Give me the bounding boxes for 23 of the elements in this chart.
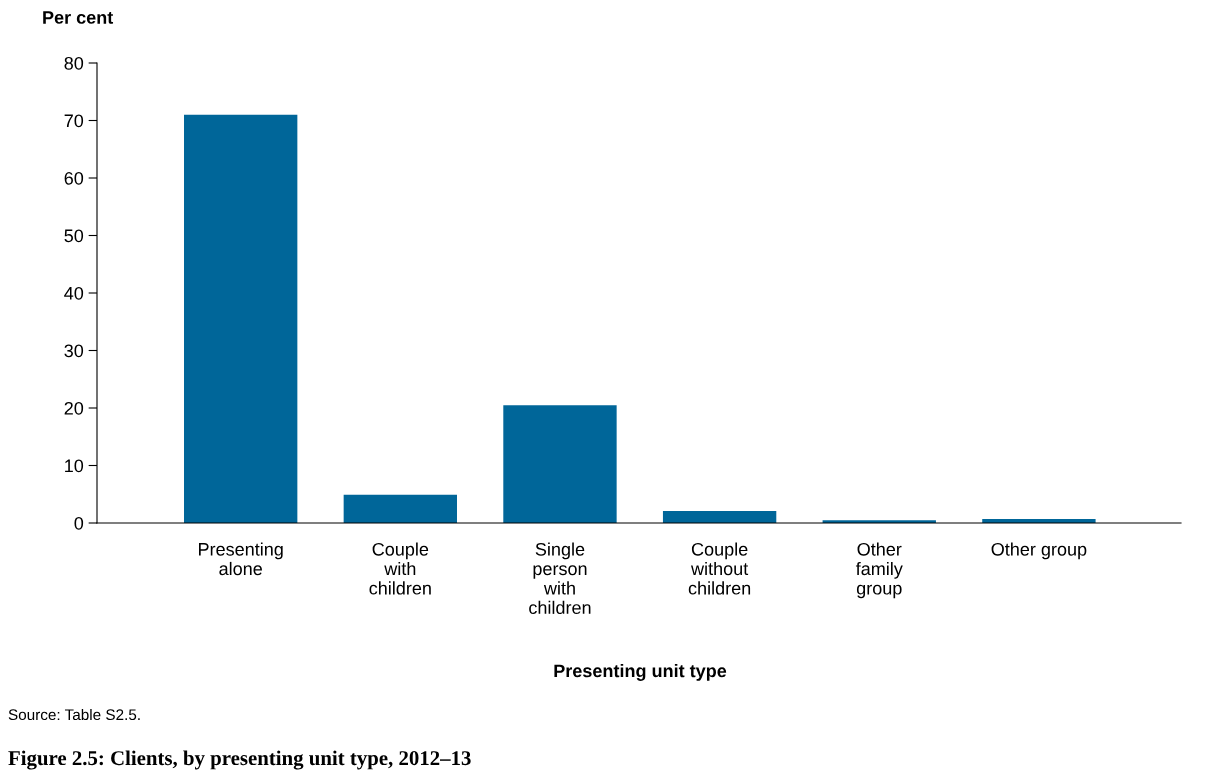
y-tick-label: 10 <box>65 459 84 473</box>
y-tick-label: 20 <box>64 401 84 415</box>
y-tick-label: 50 <box>64 229 84 243</box>
bar <box>662 510 777 523</box>
x-tick-label: Single person with children <box>529 542 591 615</box>
y-tick-label: 0 <box>74 516 84 530</box>
x-axis-title: Presenting unit type <box>554 664 727 681</box>
x-tick-label: Other group <box>991 542 1087 560</box>
y-tick-label: 80 <box>64 56 84 70</box>
y-tick-label: 30 <box>64 344 84 358</box>
bar <box>184 114 298 523</box>
x-tick-label: Couple without children <box>688 542 751 595</box>
x-tick-label: Other family group <box>855 542 903 599</box>
x-tick-label: Couple with children <box>369 542 431 595</box>
source-note: Source: Table S2.5. <box>8 708 140 721</box>
x-tick-label: Presenting alone <box>199 542 283 576</box>
bar <box>503 405 617 523</box>
text: Figure 2.5: Clients, by presenting unit type, 2012–13 <box>8 750 471 770</box>
y-tick-label: 40 <box>64 286 84 300</box>
bar <box>343 494 457 523</box>
y-axis-title: Per cent <box>43 11 114 24</box>
y-tick-label: 60 <box>64 171 84 185</box>
y-tick-label: 70 <box>64 114 84 128</box>
